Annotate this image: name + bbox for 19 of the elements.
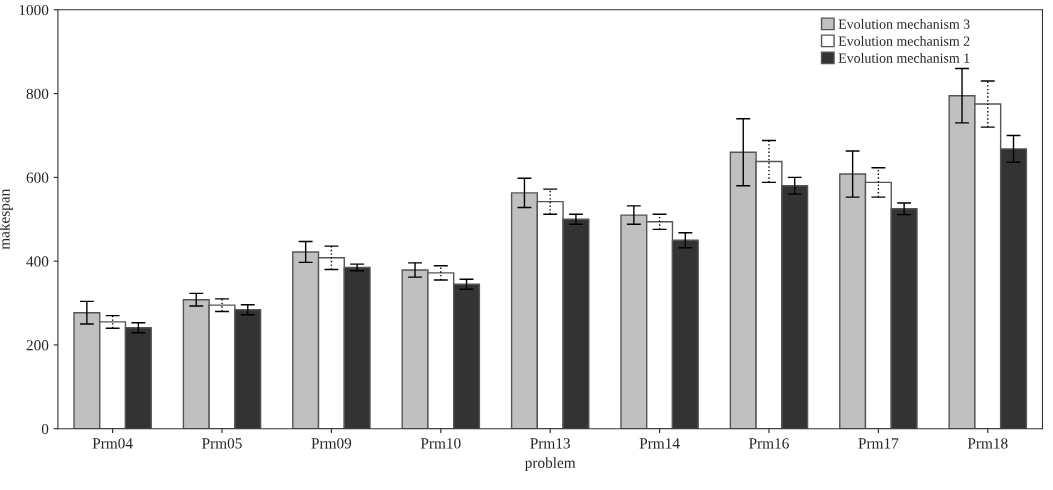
x-tick-label: Prm17 <box>858 438 899 449</box>
y-tick-label: 1000 <box>19 4 49 16</box>
legend-label: Evolution mechanism 2 <box>838 36 970 46</box>
legend-label: Evolution mechanism 3 <box>838 19 970 29</box>
y-tick-label: 0 <box>41 423 49 435</box>
x-tick-label: Prm09 <box>311 438 352 449</box>
y-tick-label: 400 <box>26 256 49 267</box>
y-tick-label: 800 <box>26 88 49 100</box>
legend-label: Evolution mechanism 1 <box>838 53 970 63</box>
x-tick-label: Prm10 <box>420 438 461 449</box>
x-tick-label: Prm14 <box>639 438 680 449</box>
x-axis-title: problem <box>524 457 576 472</box>
y-tick-label: 200 <box>26 340 49 351</box>
x-tick-label: Prm16 <box>749 438 789 449</box>
x-tick-label: Prm04 <box>92 438 133 449</box>
x-tick-label: Prm05 <box>202 438 242 449</box>
x-tick-label: Prm18 <box>967 438 1008 449</box>
y-tick-label: 600 <box>26 172 49 183</box>
x-tick-label: Prm13 <box>530 438 570 449</box>
